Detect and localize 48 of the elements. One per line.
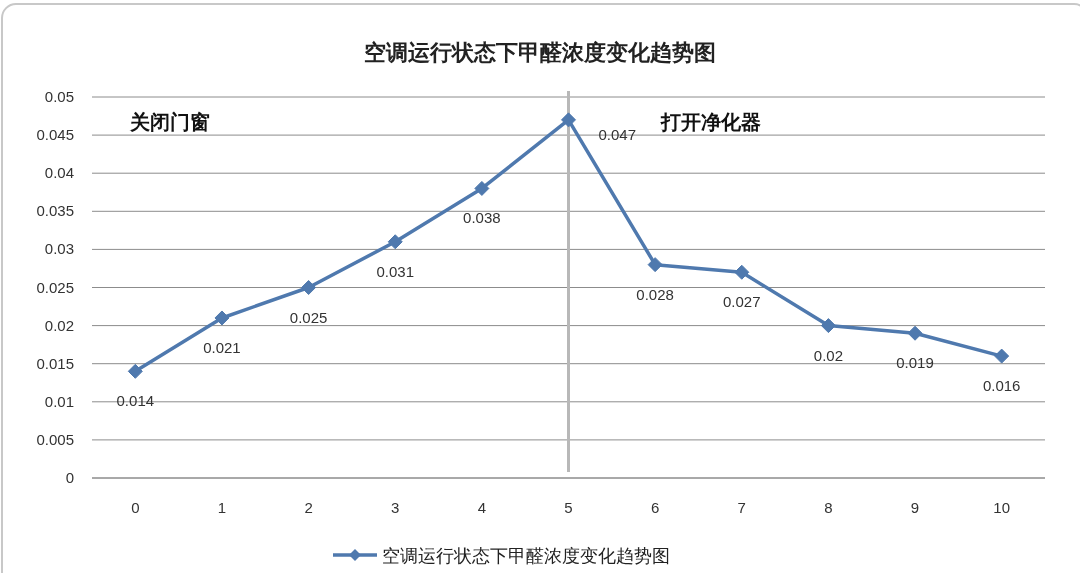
data-label: 0.028 [636,285,674,303]
point [994,348,1010,364]
point [647,257,663,273]
y-tick-label: 0.02 [44,316,74,334]
data-label: 0.02 [813,346,844,364]
y-tick-label: 0.03 [44,240,74,258]
y-tick-label: 0.005 [36,430,74,448]
data-label: 0.014 [116,392,155,410]
point [907,325,923,341]
x-tick-label: 2 [304,499,313,516]
x-tick-label: 6 [650,499,660,516]
data-label: 0.038 [463,209,501,227]
y-tick-label: 0.015 [36,354,74,372]
x-tick-label: 5 [564,499,573,516]
data-label: 0.025 [289,308,328,326]
data-label: 0.016 [982,377,1021,395]
y-tick-label: 0.01 [44,392,74,410]
x-tick-label: 1 [217,499,227,516]
y-tick-label: 0 [65,469,74,486]
data-label: 0.019 [896,354,934,372]
x-tick-label: 8 [824,499,833,516]
y-tick-label: 0.025 [36,278,74,296]
legend-label: 空调运行状态下甲醛浓度变化趋势图 [382,546,670,566]
x-tick-label: 9 [910,499,920,516]
annotation: 打开净化器 [659,111,761,133]
point [561,112,576,128]
point [734,264,750,280]
y-tick-label: 0.05 [44,88,74,105]
data-label: 0.021 [203,338,241,356]
x-tick-label: 3 [391,499,400,516]
y-tick-label: 0.045 [36,126,74,144]
y-tick-label: 0.035 [36,202,74,220]
point [214,310,230,326]
chart-title: 空调运行状态下甲醛浓度变化趋势图 [364,40,716,65]
x-tick-label: 10 [993,499,1011,516]
y-tick-label: 0.04 [44,164,74,182]
data-label: 0.047 [598,125,637,143]
x-tick-label: 4 [477,499,487,516]
x-tick-label: 7 [737,499,746,516]
point [301,280,317,295]
x-tick-label: 0 [131,499,140,516]
data-label: 0.027 [723,293,761,311]
annotation: 关闭门窗 [129,111,210,133]
point [474,180,490,196]
point [127,363,143,379]
data-label: 0.031 [376,262,414,280]
point [820,318,836,334]
point [387,234,403,250]
